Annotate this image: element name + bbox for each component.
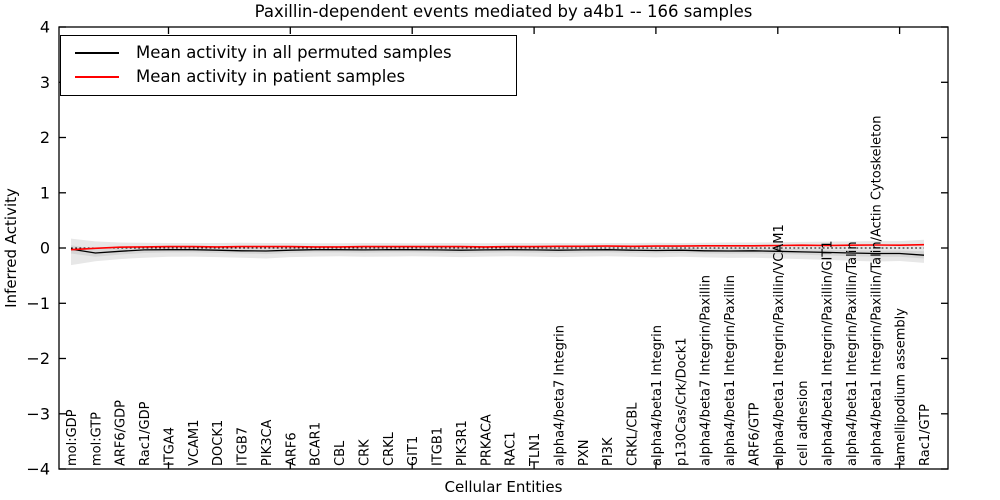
legend-entry-permuted: Mean activity in all permuted samples	[75, 43, 516, 62]
y-tick-label: 1	[40, 183, 50, 202]
series-line-patient	[70, 243, 925, 251]
x-tick-label: CRKL	[382, 431, 397, 466]
x-tick-label: alpha4/beta7 Integrin/Paxillin	[699, 275, 714, 466]
x-tick-label: cell adhesion	[796, 380, 811, 466]
legend-line-permuted-icon	[75, 52, 119, 55]
x-tick-label: ITGA4	[163, 427, 178, 466]
y-tick-label: −4	[26, 460, 50, 479]
x-tick-label: PIK3R1	[455, 420, 470, 466]
y-tick-label: −2	[26, 349, 50, 368]
x-tick-label: alpha4/beta1 Integrin/Paxillin/GIT1	[821, 240, 836, 466]
x-tick-label: alpha4/beta7 Integrin	[552, 325, 567, 466]
x-tick-label: Rac1/GDP	[138, 401, 153, 466]
series-line-permuted	[70, 248, 925, 256]
x-tick-label: alpha4/beta1 Integrin/Paxillin/Talin/Act…	[869, 116, 884, 466]
x-tick-label: CRKL/CBL	[626, 402, 641, 466]
x-tick-label: PI3K	[601, 437, 616, 466]
x-tick-label: Rac1/GTP	[918, 404, 933, 466]
x-tick-label: RAC1	[504, 431, 519, 466]
x-tick-label: lamellipodium assembly	[894, 308, 909, 466]
x-tick-label: alpha4/beta1 Integrin	[650, 325, 665, 466]
x-axis-label: Cellular Entities	[444, 478, 563, 496]
y-tick-label: −3	[26, 404, 50, 423]
x-tick-label: DOCK1	[211, 420, 226, 466]
x-tick-label: mol:GTP	[89, 412, 104, 466]
y-tick-label: −1	[26, 294, 50, 313]
x-tick-label: alpha4/beta1 Integrin/Paxillin/Talin	[845, 241, 860, 466]
x-tick-label: CBL	[333, 440, 348, 466]
y-tick-label: 2	[40, 128, 50, 147]
x-tick-label: GIT1	[406, 436, 421, 466]
x-tick-label: CRK	[358, 439, 373, 466]
x-tick-label: TLN1	[528, 433, 543, 467]
y-tick-label: 0	[40, 239, 50, 258]
x-tick-label: BCAR1	[309, 422, 324, 466]
x-tick-label: ARF6	[284, 432, 299, 466]
x-tick-label: ARF6/GDP	[114, 400, 129, 466]
y-axis-label: Inferred Activity	[2, 188, 20, 308]
legend: Mean activity in all permuted samples Me…	[60, 35, 517, 96]
x-tick-label: PRKACA	[479, 414, 494, 466]
x-tick-label: alpha4/beta1 Integrin/Paxillin/VCAM1	[772, 224, 787, 466]
legend-entry-patient: Mean activity in patient samples	[75, 66, 516, 86]
legend-line-patient-icon	[75, 75, 119, 78]
y-tick-label: 4	[40, 18, 50, 37]
x-tick-label: alpha4/beta1 Integrin/Paxillin	[723, 275, 738, 466]
x-tick-label: ITGB1	[431, 427, 446, 466]
x-tick-label: PIK3CA	[260, 419, 275, 466]
x-tick-label: VCAM1	[187, 420, 202, 466]
legend-label-permuted: Mean activity in all permuted samples	[136, 43, 452, 62]
legend-label-patient: Mean activity in patient samples	[136, 66, 406, 86]
y-tick-label: 3	[40, 73, 50, 92]
x-tick-label: p130Cas/Crk/Dock1	[674, 337, 689, 466]
x-tick-label: mol:GDP	[65, 409, 80, 466]
x-tick-label: ITGB7	[236, 427, 251, 466]
x-tick-label: ARF6/GTP	[747, 402, 762, 466]
x-tick-label: PXN	[577, 440, 592, 466]
chart-title: Paxillin-dependent events mediated by a4…	[254, 2, 753, 21]
